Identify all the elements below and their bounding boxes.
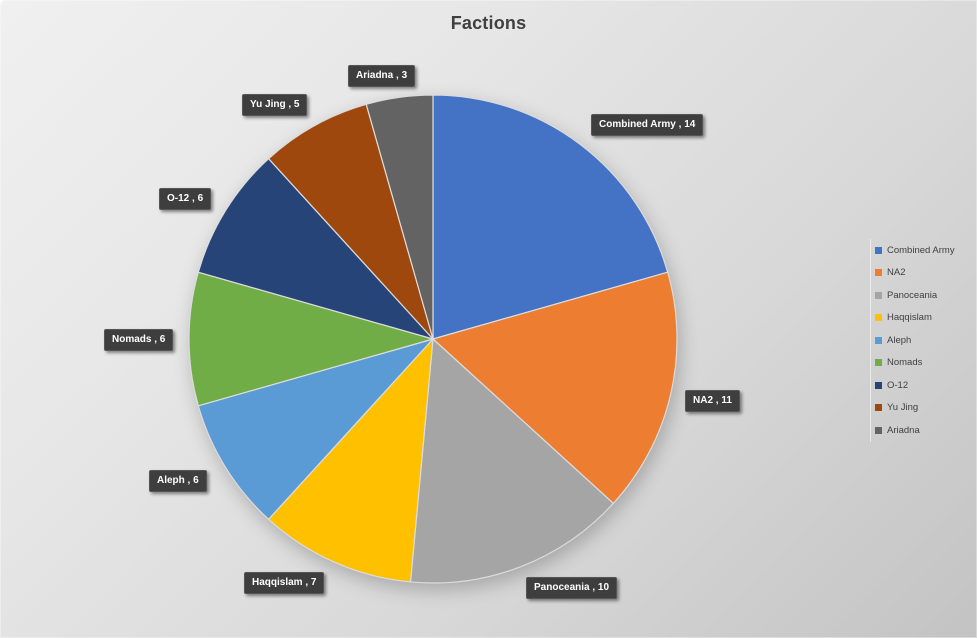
legend-swatch-nomads-icon	[875, 359, 882, 367]
legend-item-combined-army: Combined Army	[875, 239, 955, 262]
legend-item-haqqislam: Haqqislam	[875, 307, 955, 330]
legend-item-o-12: O-12	[875, 374, 955, 397]
pie-slice-panoceania	[409, 337, 615, 584]
legend-swatch-o-12-icon	[875, 381, 882, 389]
legend-swatch-ariadna-icon	[875, 426, 882, 434]
pie-slice-ariadna	[365, 94, 434, 340]
pie-slice-o-12	[197, 157, 435, 341]
pie-slice-na2	[431, 271, 678, 505]
legend-swatch-yu-jing-icon	[875, 404, 882, 412]
pie-slice-combined-army	[432, 94, 669, 340]
pie-slice-yu-jing	[267, 103, 434, 340]
data-label-ariadna: Ariadna , 3	[348, 65, 416, 87]
legend-label: Combined Army	[887, 244, 955, 256]
legend-item-panoceania: Panoceania	[875, 284, 955, 307]
legend-item-yu-jing: Yu Jing	[875, 397, 955, 420]
legend-swatch-aleph-icon	[875, 336, 882, 344]
data-label-combined-army: Combined Army , 14	[591, 114, 704, 136]
legend: Combined Army NA2 Panoceania Haqqislam A…	[870, 239, 961, 442]
legend-label: Haqqislam	[887, 312, 932, 324]
legend-label: Panoceania	[887, 289, 938, 301]
legend-label: NA2	[887, 267, 906, 279]
legend-label: Aleph	[887, 334, 912, 346]
chart-title: Factions	[450, 13, 527, 33]
legend-label: Ariadna	[887, 424, 920, 436]
legend-swatch-panoceania-icon	[875, 291, 882, 299]
data-label-haqqislam: Haqqislam , 7	[244, 572, 325, 594]
legend-swatch-combined-army-icon	[875, 246, 882, 254]
data-label-o-12: O-12 , 6	[159, 188, 212, 210]
data-label-yu-jing: Yu Jing , 5	[242, 94, 308, 116]
data-label-nomads: Nomads , 6	[104, 329, 174, 351]
legend-item-aleph: Aleph	[875, 329, 955, 352]
data-label-na2: NA2 , 11	[685, 390, 740, 412]
legend-label: Nomads	[887, 357, 923, 369]
legend-item-nomads: Nomads	[875, 352, 955, 375]
data-label-aleph: Aleph , 6	[149, 470, 207, 492]
legend-item-na2: NA2	[875, 262, 955, 285]
pie-slice-aleph	[197, 337, 435, 521]
legend-label: Yu Jing	[887, 402, 919, 414]
legend-swatch-na2-icon	[875, 269, 882, 277]
legend-item-ariadna: Ariadna	[875, 419, 955, 442]
pie-slice-haqqislam	[267, 337, 434, 583]
data-label-panoceania: Panoceania , 10	[526, 577, 618, 599]
pie-slice-nomads	[188, 271, 436, 407]
legend-label: O-12	[887, 379, 909, 391]
legend-swatch-haqqislam-icon	[875, 314, 882, 322]
